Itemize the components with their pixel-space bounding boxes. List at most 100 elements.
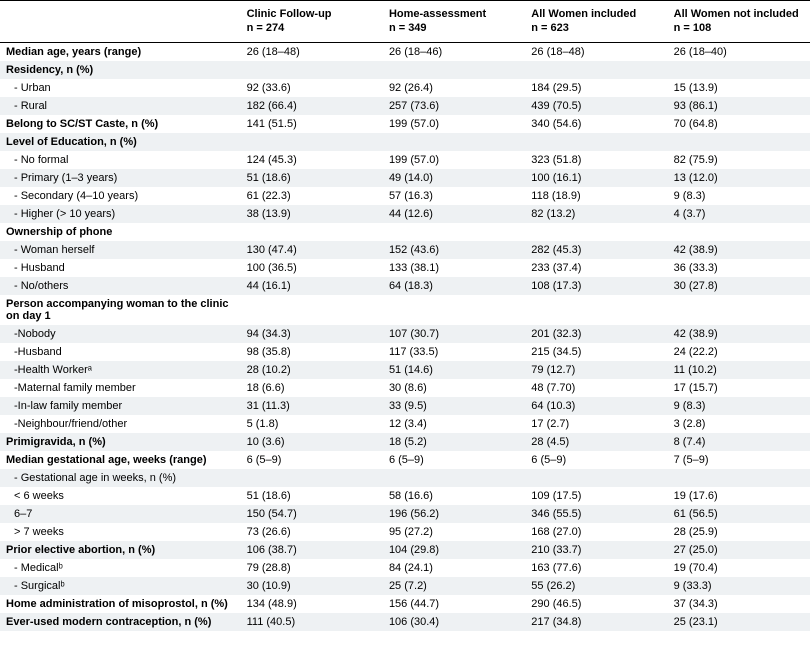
table-row: - No formal124 (45.3)199 (57.0)323 (51.8…: [0, 151, 810, 169]
cell-value: 439 (70.5): [525, 97, 667, 115]
table-row: - Husband100 (36.5)133 (38.1)233 (37.4)3…: [0, 259, 810, 277]
cell-value: 48 (7.70): [525, 379, 667, 397]
cell-value: 5 (1.8): [241, 415, 383, 433]
table-row: -Health Workerᵃ28 (10.2)51 (14.6)79 (12.…: [0, 361, 810, 379]
cell-value: 19 (17.6): [668, 487, 810, 505]
table-row: - Higher (> 10 years)38 (13.9)44 (12.6)8…: [0, 205, 810, 223]
cell-value: 152 (43.6): [383, 241, 525, 259]
cell-value: 82 (75.9): [668, 151, 810, 169]
row-label: - Higher (> 10 years): [0, 205, 241, 223]
row-label: - Urban: [0, 79, 241, 97]
row-label: -In-law family member: [0, 397, 241, 415]
cell-value: 98 (35.8): [241, 343, 383, 361]
cell-value: [525, 61, 667, 79]
col-header-home: Home-assessment n = 349: [383, 1, 525, 43]
row-label: Ownership of phone: [0, 223, 241, 241]
cell-value: 257 (73.6): [383, 97, 525, 115]
col-sub: n = 623: [531, 22, 569, 34]
table-body: Median age, years (range)26 (18–48)26 (1…: [0, 42, 810, 631]
cell-value: 92 (26.4): [383, 79, 525, 97]
table-row: -Neighbour/friend/other5 (1.8)12 (3.4)17…: [0, 415, 810, 433]
cell-value: 95 (27.2): [383, 523, 525, 541]
cell-value: 215 (34.5): [525, 343, 667, 361]
table-row: - Rural182 (66.4)257 (73.6)439 (70.5)93 …: [0, 97, 810, 115]
cell-value: 130 (47.4): [241, 241, 383, 259]
cell-value: 36 (33.3): [668, 259, 810, 277]
cell-value: 73 (26.6): [241, 523, 383, 541]
col-title: Home-assessment: [389, 8, 486, 20]
cell-value: 30 (8.6): [383, 379, 525, 397]
cell-value: [241, 295, 383, 325]
row-label: -Neighbour/friend/other: [0, 415, 241, 433]
cell-value: [241, 61, 383, 79]
row-label: Residency, n (%): [0, 61, 241, 79]
cell-value: 290 (46.5): [525, 595, 667, 613]
cell-value: 156 (44.7): [383, 595, 525, 613]
cell-value: 51 (18.6): [241, 487, 383, 505]
cell-value: 10 (3.6): [241, 433, 383, 451]
cell-value: 118 (18.9): [525, 187, 667, 205]
cell-value: 64 (18.3): [383, 277, 525, 295]
cell-value: 64 (10.3): [525, 397, 667, 415]
cell-value: 168 (27.0): [525, 523, 667, 541]
table-row: Person accompanying woman to the clinic …: [0, 295, 810, 325]
row-label: - Gestational age in weeks, n (%): [0, 469, 241, 487]
table-row: - Urban92 (33.6)92 (26.4)184 (29.5)15 (1…: [0, 79, 810, 97]
cell-value: 111 (40.5): [241, 613, 383, 631]
cell-value: 6 (5–9): [525, 451, 667, 469]
cell-value: 9 (33.3): [668, 577, 810, 595]
row-label: Median age, years (range): [0, 42, 241, 61]
col-header-label: [0, 1, 241, 43]
row-label: - Husband: [0, 259, 241, 277]
cell-value: 6 (5–9): [241, 451, 383, 469]
cell-value: 70 (64.8): [668, 115, 810, 133]
table-row: - Woman herself130 (47.4)152 (43.6)282 (…: [0, 241, 810, 259]
cell-value: 25 (23.1): [668, 613, 810, 631]
cell-value: [383, 223, 525, 241]
cell-value: 340 (54.6): [525, 115, 667, 133]
table-row: - Gestational age in weeks, n (%): [0, 469, 810, 487]
row-label: 6–7: [0, 505, 241, 523]
cell-value: 57 (16.3): [383, 187, 525, 205]
table-row: -In-law family member31 (11.3)33 (9.5)64…: [0, 397, 810, 415]
cell-value: 9 (8.3): [668, 187, 810, 205]
col-header-included: All Women included n = 623: [525, 1, 667, 43]
cell-value: [383, 133, 525, 151]
cell-value: 106 (38.7): [241, 541, 383, 559]
cell-value: 42 (38.9): [668, 241, 810, 259]
table-row: -Nobody94 (34.3)107 (30.7)201 (32.3)42 (…: [0, 325, 810, 343]
cell-value: 117 (33.5): [383, 343, 525, 361]
cell-value: 17 (2.7): [525, 415, 667, 433]
row-label: - Primary (1–3 years): [0, 169, 241, 187]
cell-value: [668, 223, 810, 241]
cell-value: [525, 469, 667, 487]
cell-value: [668, 61, 810, 79]
cell-value: 346 (55.5): [525, 505, 667, 523]
cell-value: 92 (33.6): [241, 79, 383, 97]
table-row: Ownership of phone: [0, 223, 810, 241]
table-row: Residency, n (%): [0, 61, 810, 79]
cell-value: 11 (10.2): [668, 361, 810, 379]
cell-value: 33 (9.5): [383, 397, 525, 415]
cell-value: 15 (13.9): [668, 79, 810, 97]
cell-value: 28 (10.2): [241, 361, 383, 379]
cell-value: 134 (48.9): [241, 595, 383, 613]
cell-value: 79 (28.8): [241, 559, 383, 577]
cell-value: 199 (57.0): [383, 115, 525, 133]
cell-value: 26 (18–46): [383, 42, 525, 61]
cell-value: 30 (27.8): [668, 277, 810, 295]
col-title: All Women included: [531, 8, 636, 20]
table-row: -Husband98 (35.8)117 (33.5)215 (34.5)24 …: [0, 343, 810, 361]
row-label: Median gestational age, weeks (range): [0, 451, 241, 469]
cell-value: 61 (56.5): [668, 505, 810, 523]
cell-value: 150 (54.7): [241, 505, 383, 523]
row-label: < 6 weeks: [0, 487, 241, 505]
table-row: < 6 weeks51 (18.6)58 (16.6)109 (17.5)19 …: [0, 487, 810, 505]
cell-value: [668, 133, 810, 151]
col-sub: n = 108: [674, 22, 712, 34]
table-row: Level of Education, n (%): [0, 133, 810, 151]
cell-value: 107 (30.7): [383, 325, 525, 343]
cell-value: 13 (12.0): [668, 169, 810, 187]
cell-value: 217 (34.8): [525, 613, 667, 631]
row-label: Home administration of misoprostol, n (%…: [0, 595, 241, 613]
